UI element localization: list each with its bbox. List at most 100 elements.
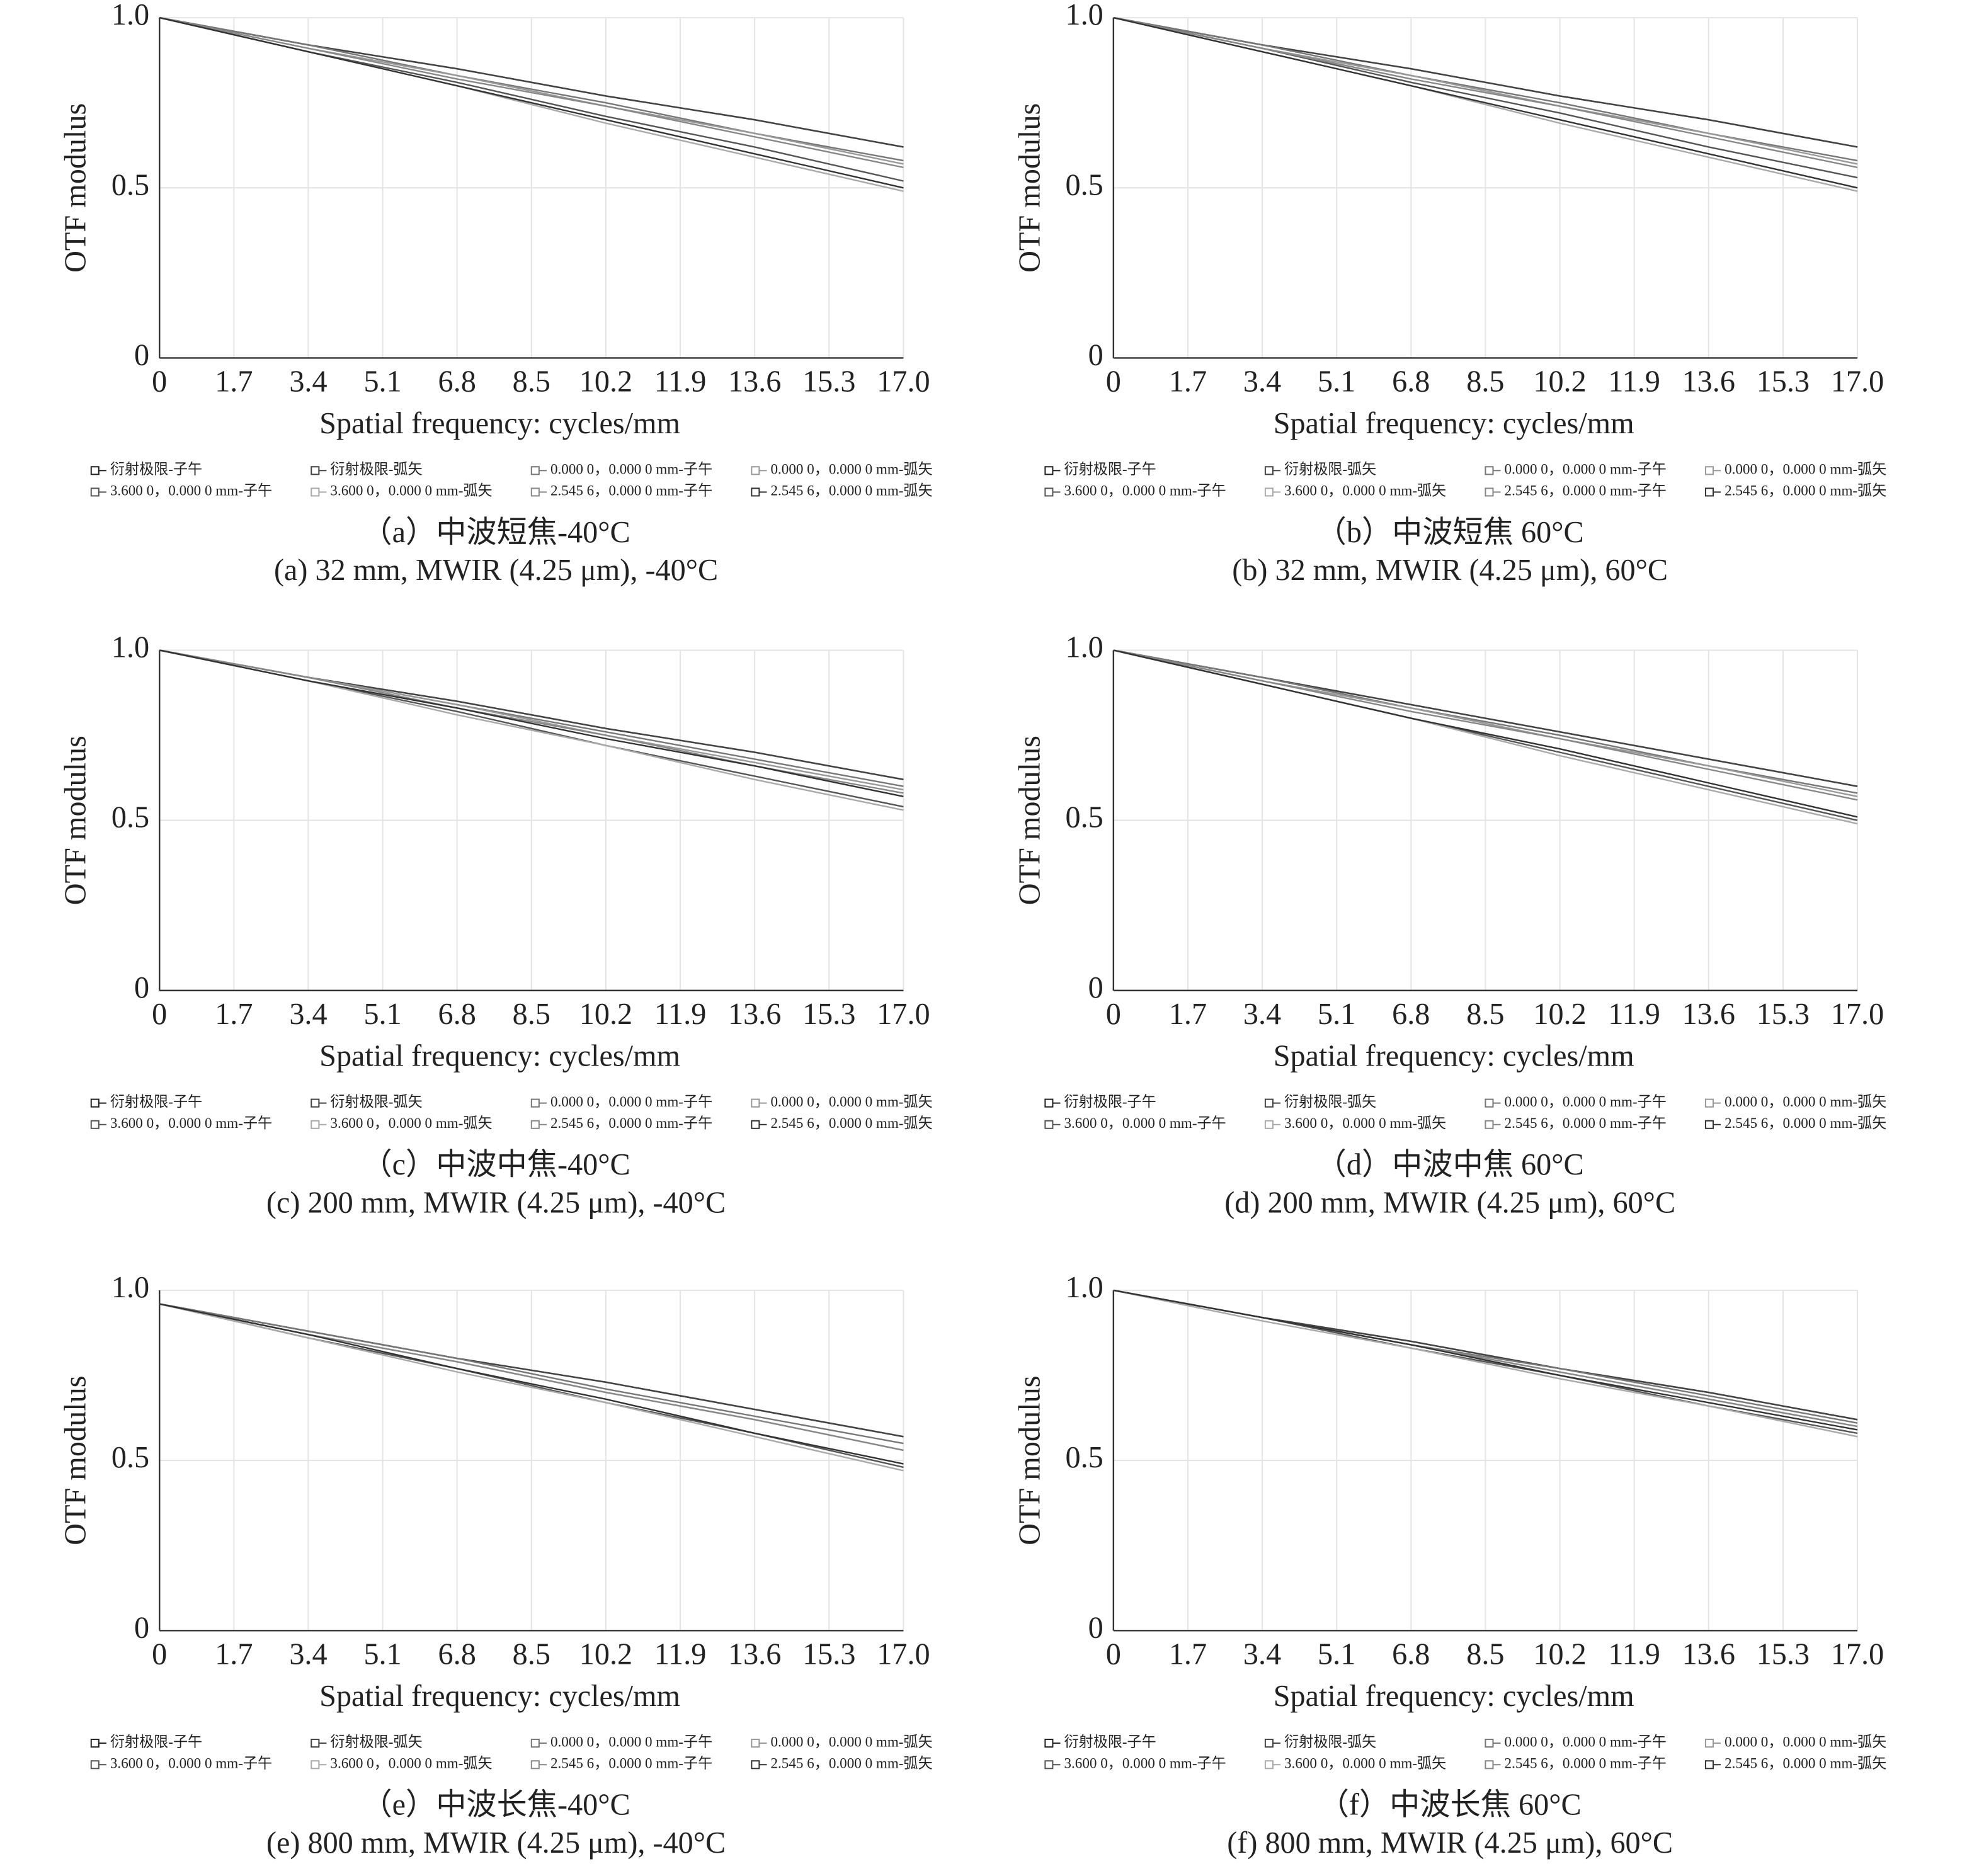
legend-label: 0.000 0，0.000 0 mm-子午	[1505, 461, 1667, 477]
x-tick-label: 11.9	[654, 1638, 707, 1671]
x-tick-label: 11.9	[1608, 365, 1660, 399]
legend-label: 0.000 0，0.000 0 mm-子午	[1505, 1733, 1667, 1749]
legend-marker	[1704, 487, 1714, 497]
x-tick-label: 1.7	[215, 1638, 253, 1671]
x-tick-label: 10.2	[579, 998, 632, 1031]
legend-label: 3.600 0，0.000 0 mm-子午	[110, 1755, 272, 1771]
x-tick-label: 8.5	[513, 365, 550, 399]
legend-marker	[1264, 487, 1274, 497]
legend-label: 3.600 0，0.000 0 mm-弧矢	[1284, 1755, 1446, 1771]
legend-marker	[1704, 1120, 1714, 1129]
x-tick-label: 5.1	[1318, 365, 1355, 399]
legend-marker	[90, 1098, 100, 1108]
y-tick-label: 0	[134, 339, 149, 372]
legend-label: 2.545 6，0.000 0 mm-子午	[1505, 1755, 1667, 1771]
legend-marker	[530, 1739, 540, 1748]
x-tick-label: 17.0	[877, 365, 930, 399]
legend-label: 0.000 0，0.000 0 mm-子午	[1505, 1093, 1667, 1110]
legend-marker	[1485, 487, 1494, 497]
legend-label: 2.545 6，0.000 0 mm-子午	[1505, 1115, 1667, 1131]
x-tick-label: 5.1	[363, 1638, 401, 1671]
otf-line	[1113, 649, 1858, 801]
subtitle: (d) 200 mm, MWIR (4.25 μm), 60°C	[1224, 1186, 1675, 1219]
legend-marker	[1704, 1098, 1714, 1108]
legend-label: 衍射极限-子午	[1064, 1733, 1156, 1749]
y-tick-label: 1.0	[111, 1271, 149, 1304]
legend-marker	[1485, 1739, 1494, 1748]
legend-marker	[751, 1739, 760, 1748]
x-axis-title: Spatial frequency: cycles/mm	[319, 1039, 680, 1072]
otf-line	[1113, 1289, 1858, 1431]
legend-marker	[311, 487, 320, 497]
legend-label: 2.545 6，0.000 0 mm-子午	[1505, 482, 1667, 499]
legend-label: 0.000 0，0.000 0 mm-弧矢	[1725, 461, 1886, 477]
y-axis-title: OTF modulus	[59, 736, 93, 905]
legend-label: 3.600 0，0.000 0 mm-弧矢	[1284, 1115, 1446, 1131]
x-tick-label: 13.6	[1682, 1638, 1735, 1671]
caption: （b）中波短焦 60°C	[1316, 516, 1584, 549]
legend-label: 2.545 6，0.000 0 mm-弧矢	[1725, 482, 1886, 499]
y-axis-title: OTF modulus	[1013, 736, 1046, 905]
x-tick-label: 6.8	[438, 1638, 476, 1671]
x-axis-title: Spatial frequency: cycles/mm	[319, 1680, 680, 1713]
legend-label: 3.600 0，0.000 0 mm-弧矢	[330, 482, 492, 499]
otf-line	[1113, 16, 1858, 169]
legend-label: 2.545 6，0.000 0 mm-子午	[550, 1755, 712, 1771]
y-tick-label: 1.0	[1066, 1271, 1103, 1304]
caption: （f）中波长焦 60°C	[1319, 1788, 1582, 1822]
y-tick-label: 0.5	[111, 801, 149, 834]
otf-line	[159, 649, 904, 798]
legend-marker	[1264, 1120, 1274, 1129]
y-tick-label: 1.0	[1066, 0, 1103, 31]
legend-marker	[751, 466, 760, 475]
x-tick-label: 1.7	[1169, 365, 1207, 399]
x-tick-label: 8.5	[1466, 365, 1504, 399]
x-tick-label: 17.0	[877, 1638, 930, 1671]
otf-line	[159, 1303, 904, 1472]
x-tick-label: 3.4	[289, 998, 327, 1031]
x-tick-label: 15.3	[802, 1638, 855, 1671]
legend-label: 2.545 6，0.000 0 mm-子午	[550, 1115, 712, 1131]
legend-label: 0.000 0，0.000 0 mm-弧矢	[1725, 1733, 1886, 1749]
x-tick-label: 6.8	[1392, 1638, 1430, 1671]
legend-label: 0.000 0，0.000 0 mm-子午	[550, 1733, 712, 1749]
x-tick-label: 17.0	[1831, 1638, 1884, 1671]
x-axis-title: Spatial frequency: cycles/mm	[319, 407, 680, 440]
legend-label: 0.000 0，0.000 0 mm-弧矢	[770, 1093, 932, 1110]
legend-marker	[1264, 1098, 1274, 1108]
legend-marker	[1485, 1098, 1494, 1108]
legend-marker	[1044, 487, 1054, 497]
legend-label: 2.545 6，0.000 0 mm-弧矢	[770, 482, 932, 499]
legend-label: 衍射极限-弧矢	[1284, 461, 1376, 477]
x-tick-label: 15.3	[1757, 1638, 1810, 1671]
y-tick-label: 0	[1088, 1611, 1103, 1644]
legend-label: 衍射极限-子午	[110, 1733, 202, 1749]
legend-label: 2.545 6，0.000 0 mm-弧矢	[770, 1115, 932, 1131]
legend-marker	[1264, 466, 1274, 475]
x-tick-label: 13.6	[728, 365, 781, 399]
x-tick-label: 17.0	[877, 998, 930, 1031]
legend-label: 3.600 0，0.000 0 mm-弧矢	[1284, 482, 1446, 499]
legend-label: 衍射极限-子午	[1064, 461, 1156, 477]
caption: （a）中波短焦-40°C	[362, 516, 630, 549]
legend-marker	[311, 466, 320, 475]
x-tick-label: 0	[152, 365, 167, 399]
legend-marker	[90, 487, 100, 497]
y-axis-title: OTF modulus	[1013, 103, 1046, 273]
legend-label: 0.000 0，0.000 0 mm-弧矢	[770, 1733, 932, 1749]
legend-label: 衍射极限-弧矢	[330, 461, 422, 477]
y-tick-label: 1.0	[1066, 631, 1103, 664]
legend-label: 2.545 6，0.000 0 mm-弧矢	[1725, 1115, 1886, 1131]
x-tick-label: 11.9	[654, 998, 707, 1031]
y-tick-label: 0.5	[111, 1441, 149, 1474]
subtitle: (e) 800 mm, MWIR (4.25 μm), -40°C	[266, 1826, 726, 1860]
x-tick-label: 10.2	[1533, 998, 1586, 1031]
legend-marker	[90, 1120, 100, 1129]
y-tick-label: 0.5	[111, 168, 149, 202]
x-tick-label: 3.4	[289, 1638, 327, 1671]
x-axis-title: Spatial frequency: cycles/mm	[1274, 1039, 1634, 1072]
x-tick-label: 3.4	[1243, 1638, 1281, 1671]
otf-line	[1113, 1289, 1858, 1438]
legend-label: 3.600 0，0.000 0 mm-子午	[110, 1115, 272, 1131]
